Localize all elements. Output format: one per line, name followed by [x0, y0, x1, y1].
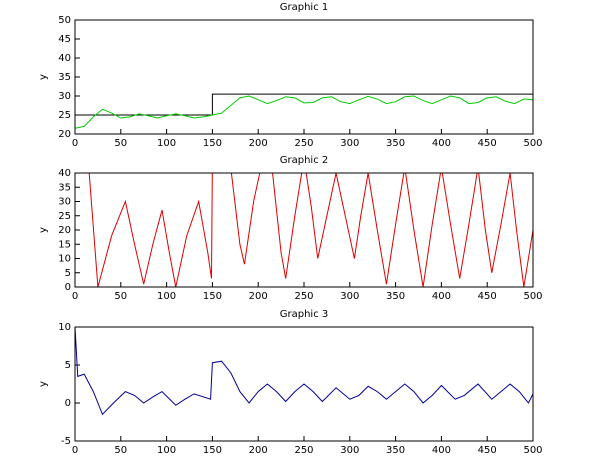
- y-tick-label: 10: [58, 322, 71, 333]
- y-tick-label: 0: [65, 398, 71, 409]
- y-tick-label: 50: [58, 15, 71, 26]
- y-tick-label: 5: [65, 268, 71, 279]
- y-axis-label: y: [38, 74, 49, 80]
- data-line: [75, 327, 533, 416]
- x-tick-label: 450: [478, 138, 497, 149]
- x-tick-label: 200: [249, 445, 268, 456]
- x-tick-label: 350: [386, 138, 405, 149]
- x-tick-label: 0: [72, 445, 78, 456]
- y-axis-label: y: [38, 381, 49, 387]
- plot-frame: [74, 19, 534, 135]
- y-tick-label: 30: [58, 197, 71, 208]
- y-tick-label: 20: [58, 225, 71, 236]
- x-tick-label: 300: [340, 291, 359, 302]
- data-line: [75, 93, 533, 116]
- x-tick-label: 500: [523, 138, 542, 149]
- y-tick-label: 35: [58, 182, 71, 193]
- x-tick-label: 350: [386, 291, 405, 302]
- x-tick-label: 400: [432, 291, 451, 302]
- y-tick-label: 25: [58, 110, 71, 121]
- y-tick-label: 10: [58, 254, 71, 265]
- x-tick-label: 200: [249, 138, 268, 149]
- x-tick-label: 50: [114, 138, 127, 149]
- x-tick-label: 450: [478, 291, 497, 302]
- x-tick-label: 100: [157, 445, 176, 456]
- x-tick-label: 250: [294, 445, 313, 456]
- x-tick-label: 350: [386, 445, 405, 456]
- y-tick-label: 5: [65, 360, 71, 371]
- x-tick-label: 250: [294, 291, 313, 302]
- y-tick-label: 20: [58, 129, 71, 140]
- x-tick-label: 400: [432, 445, 451, 456]
- y-tick-label: 0: [65, 282, 71, 293]
- x-tick-label: 150: [203, 138, 222, 149]
- subplot-title: Graphic 2: [280, 155, 329, 166]
- x-tick-label: 100: [157, 138, 176, 149]
- x-tick-label: 300: [340, 445, 359, 456]
- x-tick-label: 100: [157, 291, 176, 302]
- y-tick-label: 15: [58, 239, 71, 250]
- x-tick-label: 50: [114, 291, 127, 302]
- x-tick-label: 450: [478, 445, 497, 456]
- plot-frame: [74, 326, 534, 442]
- data-line: [75, 95, 533, 129]
- y-tick-label: 40: [58, 53, 71, 64]
- y-axis-label: y: [38, 227, 49, 233]
- y-tick-label: 35: [58, 72, 71, 83]
- data-line: [88, 173, 533, 287]
- y-tick-label: 40: [58, 168, 71, 179]
- subplot-title: Graphic 3: [280, 309, 329, 320]
- x-tick-label: 300: [340, 138, 359, 149]
- x-tick-label: 200: [249, 291, 268, 302]
- x-tick-label: 150: [203, 291, 222, 302]
- x-tick-label: 150: [203, 445, 222, 456]
- x-tick-label: 250: [294, 138, 313, 149]
- x-tick-label: 0: [72, 138, 78, 149]
- plot-frame: [74, 172, 534, 288]
- subplot-title: Graphic 1: [280, 2, 329, 13]
- y-tick-label: 45: [58, 34, 71, 45]
- x-tick-label: 0: [72, 291, 78, 302]
- y-tick-label: 30: [58, 91, 71, 102]
- x-tick-label: 500: [523, 445, 542, 456]
- x-tick-label: 50: [114, 445, 127, 456]
- y-tick-label: -5: [61, 436, 71, 447]
- x-tick-label: 500: [523, 291, 542, 302]
- y-tick-label: 25: [58, 211, 71, 222]
- x-tick-label: 400: [432, 138, 451, 149]
